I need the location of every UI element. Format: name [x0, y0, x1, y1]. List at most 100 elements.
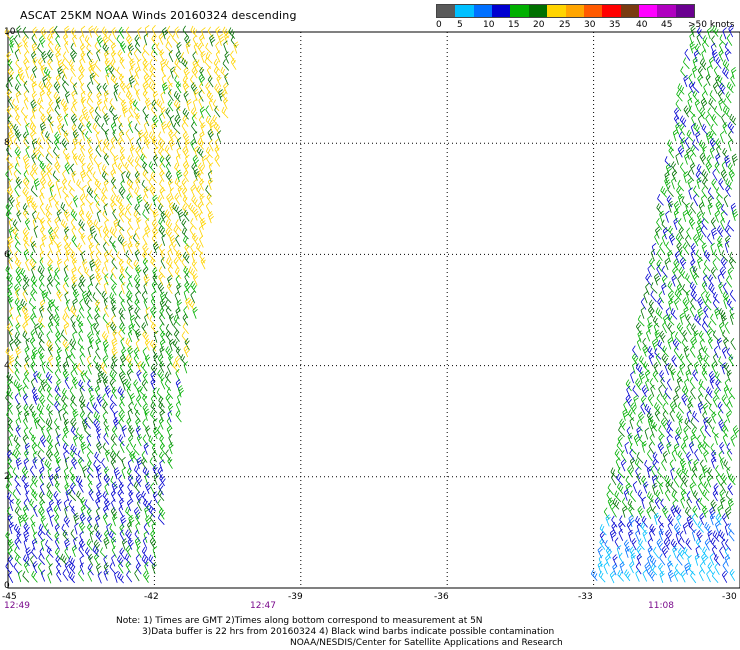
- wind-barb: [22, 154, 30, 167]
- wind-barb: [144, 338, 151, 351]
- wind-barb: [732, 425, 740, 438]
- wind-barb: [134, 409, 141, 422]
- wind-barb: [142, 44, 150, 56]
- wind-barb: [616, 441, 623, 453]
- wind-barb: [165, 107, 172, 120]
- wind-barb: [207, 128, 214, 141]
- wind-barb: [14, 233, 21, 245]
- wind-barb: [647, 554, 652, 567]
- wind-barb: [129, 450, 136, 463]
- wind-barb: [23, 426, 29, 439]
- wind-barb: [190, 218, 197, 230]
- wind-barb: [5, 347, 13, 359]
- wind-barb: [96, 441, 103, 454]
- wind-barb: [683, 74, 689, 88]
- wind-barb: [679, 162, 686, 175]
- wind-barb: [104, 128, 110, 142]
- wind-barb: [15, 442, 22, 455]
- wind-barb: [689, 345, 696, 358]
- wind-barb: [126, 570, 133, 583]
- wind-barb: [609, 529, 617, 542]
- wind-barb: [711, 426, 719, 438]
- wind-barb: [95, 338, 101, 351]
- wind-barb: [143, 530, 149, 543]
- wind-barb: [12, 219, 19, 232]
- wind-barb: [144, 354, 151, 367]
- wind-barb: [32, 456, 38, 469]
- wind-barb: [616, 473, 624, 486]
- wind-barb: [661, 219, 669, 232]
- wind-barb: [645, 273, 652, 286]
- wind-barb: [695, 537, 702, 550]
- wind-barb: [6, 410, 13, 422]
- wind-barb: [702, 146, 707, 159]
- wind-barb: [166, 362, 172, 375]
- wind-barb: [149, 65, 156, 78]
- wind-barb: [45, 153, 53, 165]
- wind-barb: [105, 64, 111, 78]
- wind-barb: [84, 547, 92, 560]
- wind-barb: [175, 400, 181, 413]
- wind-barb: [96, 377, 102, 390]
- wind-barb: [635, 378, 642, 391]
- wind-barb: [78, 538, 86, 552]
- wind-barb: [7, 361, 14, 374]
- wind-barb: [706, 65, 712, 78]
- wind-barb: [144, 561, 149, 575]
- wind-barb: [127, 241, 133, 254]
- wind-barb: [71, 544, 78, 558]
- wind-barb: [152, 115, 159, 128]
- wind-barb: [82, 258, 88, 271]
- wind-barb: [199, 106, 206, 119]
- wind-barb: [704, 538, 710, 551]
- wind-barb: [599, 537, 606, 550]
- wind-barb: [658, 425, 665, 437]
- wind-barb: [56, 498, 62, 512]
- wind-barb: [143, 498, 150, 511]
- wind-barb: [151, 34, 158, 47]
- wind-barb: [126, 297, 133, 310]
- wind-barb: [46, 107, 53, 120]
- wind-barb: [667, 337, 673, 350]
- wind-barb: [629, 561, 635, 574]
- wind-barb: [615, 457, 621, 470]
- wind-barb: [12, 489, 19, 502]
- wind-barb: [40, 113, 47, 126]
- wind-barb: [690, 162, 696, 175]
- wind-barb: [71, 257, 78, 270]
- wind-barb: [127, 114, 132, 128]
- wind-barb: [125, 26, 132, 39]
- wind-barb: [84, 297, 92, 310]
- wind-barb: [6, 388, 14, 400]
- wind-barb: [208, 139, 214, 152]
- wind-barb: [96, 35, 104, 48]
- wind-barb: [157, 203, 165, 216]
- wind-barb: [38, 322, 45, 335]
- wind-barb: [727, 220, 735, 232]
- wind-barb: [134, 465, 141, 477]
- wind-barb: [41, 50, 48, 64]
- wind-barb: [125, 529, 132, 542]
- wind-barb: [144, 408, 150, 421]
- wind-barb: [654, 273, 661, 286]
- wind-barb: [109, 292, 117, 304]
- wind-barb: [145, 425, 151, 438]
- wind-barb: [71, 266, 77, 279]
- wind-barb: [149, 457, 157, 469]
- wind-barb: [9, 338, 15, 351]
- wind-barb: [73, 434, 79, 447]
- wind-barb: [641, 385, 649, 398]
- wind-barb: [722, 105, 730, 118]
- wind-barb: [22, 330, 30, 343]
- wind-barb: [156, 387, 164, 400]
- wind-barb: [109, 523, 117, 535]
- wind-barb: [707, 233, 714, 246]
- wind-barb: [126, 227, 133, 240]
- wind-barb: [93, 233, 100, 246]
- wind-barb: [667, 514, 674, 527]
- wind-barb: [16, 304, 23, 317]
- wind-barb: [708, 274, 715, 287]
- wind-barb: [141, 457, 147, 470]
- legend-color-swatch: [675, 5, 695, 17]
- wind-barb: [7, 121, 14, 134]
